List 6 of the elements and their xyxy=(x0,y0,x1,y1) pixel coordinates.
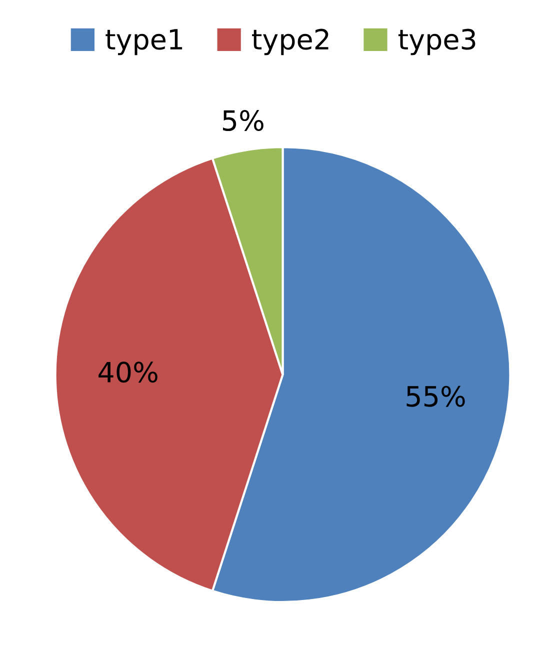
data-label: 55% xyxy=(406,386,465,407)
legend-label: type2 xyxy=(252,28,328,56)
legend-label: type3 xyxy=(398,28,476,56)
data-label: 40% xyxy=(98,362,158,383)
legend-label: type1 xyxy=(106,29,182,56)
data-label: 5% xyxy=(222,110,264,132)
